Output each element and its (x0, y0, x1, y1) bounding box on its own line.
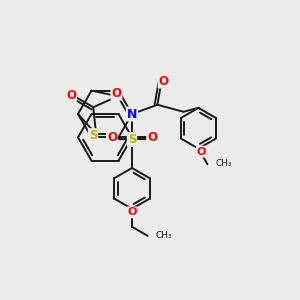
Text: CH₃: CH₃ (216, 159, 232, 168)
Text: O: O (66, 89, 76, 102)
Text: O: O (127, 207, 137, 218)
Text: O: O (107, 131, 117, 144)
Text: O: O (111, 87, 122, 100)
Text: S: S (89, 129, 97, 142)
Text: O: O (197, 147, 206, 157)
Text: O: O (159, 75, 169, 88)
Text: O: O (147, 131, 157, 144)
Text: S: S (128, 133, 136, 146)
Text: CH₃: CH₃ (156, 231, 172, 240)
Text: N: N (127, 107, 137, 121)
